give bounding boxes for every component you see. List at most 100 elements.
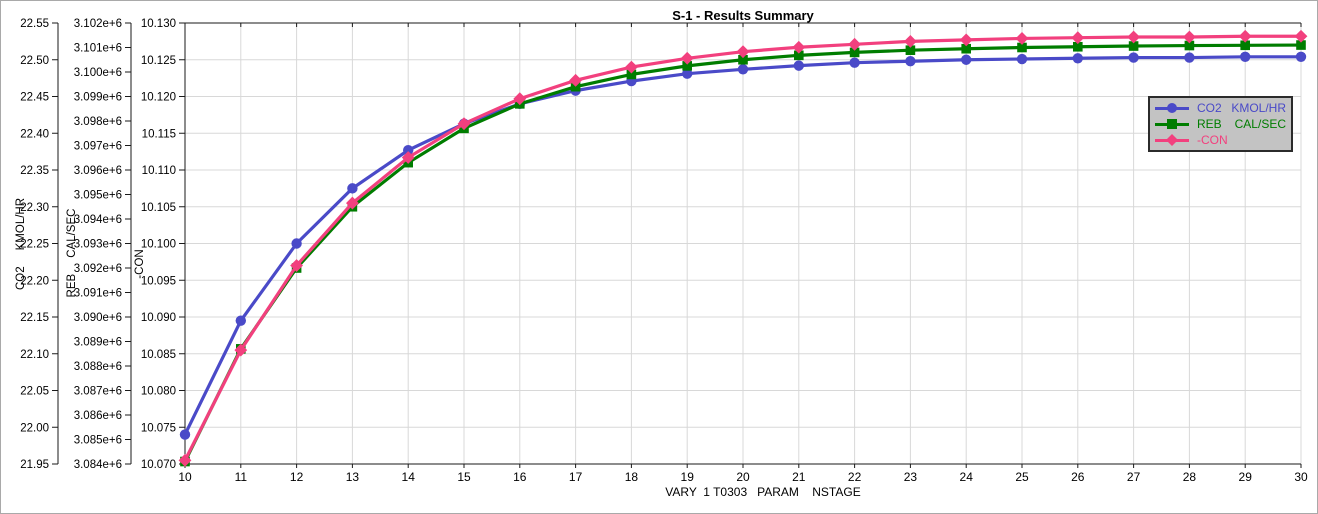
x-tick-label: 16 [513, 470, 527, 484]
marker-circle-CO2 [1016, 53, 1028, 65]
y-tick-label-con: 10.125 [141, 55, 176, 67]
y-tick-label-con: 10.100 [141, 239, 176, 251]
y-tick-label-reb: 3.094e+6 [74, 214, 122, 226]
marker-diamond--CON [959, 33, 973, 47]
y-axis-title-reb: REB CAL/SEC [66, 209, 78, 298]
y-tick-label-reb: 3.092e+6 [74, 263, 122, 275]
marker-diamond--CON [1238, 29, 1252, 43]
y-axis-name-con: -CON [134, 249, 146, 279]
marker-diamond--CON [1294, 29, 1308, 43]
y-tick-label-reb: 3.099e+6 [74, 92, 122, 104]
y-tick-label-con: 10.070 [141, 459, 176, 471]
marker-circle-CO2 [235, 315, 246, 326]
x-tick-label: 22 [848, 470, 862, 484]
y-tick-label-reb: 3.096e+6 [74, 165, 122, 177]
legend-label-con: -CON [1197, 133, 1228, 148]
marker-square-REB [626, 69, 637, 80]
y-tick-label-co2: 22.15 [20, 312, 49, 324]
marker-square-REB [682, 61, 692, 71]
y-tick-label-reb: 3.097e+6 [74, 141, 122, 153]
y-tick-label-co2: 22.55 [20, 18, 49, 30]
y-tick-label-con: 10.085 [141, 349, 176, 361]
y-tick-label-co2: 22.00 [20, 422, 49, 434]
legend-item-con: -CON [1155, 133, 1286, 148]
marker-diamond--CON [401, 151, 415, 164]
marker-circle-CO2 [403, 144, 414, 156]
y-tick-label-reb: 3.100e+6 [74, 67, 122, 79]
y-tick-label-co2: 22.25 [20, 239, 49, 251]
x-tick-label: 17 [569, 470, 583, 484]
y-tick-label-con: 10.090 [141, 312, 176, 324]
marker-square-REB [1240, 40, 1250, 51]
marker-square-REB [1017, 42, 1027, 53]
y-tick-label-co2: 22.30 [20, 202, 49, 214]
y-tick-label-con: 10.110 [142, 165, 176, 177]
marker-diamond--CON [1127, 30, 1140, 44]
marker-circle-CO2 [737, 64, 749, 75]
x-tick-label: 24 [960, 470, 974, 484]
y-axis-name-reb: REB [66, 273, 78, 298]
y-tick-label-reb: 3.091e+6 [74, 288, 122, 300]
y-tick-label-reb: 3.087e+6 [74, 386, 122, 398]
y-tick-label-co2: 21.95 [20, 459, 49, 471]
marker-square-REB [1296, 40, 1306, 50]
y-tick-label-reb: 3.088e+6 [74, 361, 122, 373]
x-tick-label: 27 [1127, 470, 1141, 484]
marker-circle-CO2 [291, 238, 302, 249]
x-tick-label: 21 [792, 470, 806, 484]
legend: CO2 KMOL/HR REB CAL/SEC -CON [1148, 96, 1293, 152]
marker-diamond--CON [346, 196, 359, 210]
marker-diamond--CON [1015, 32, 1029, 45]
marker-circle-CO2 [961, 54, 972, 65]
marker-diamond--CON [569, 73, 582, 87]
marker-diamond--CON [848, 37, 861, 51]
y-tick-label-co2: 22.10 [20, 349, 49, 361]
x-tick-label: 15 [457, 470, 471, 484]
legend-item-co2: CO2 KMOL/HR [1155, 100, 1286, 115]
y-tick-label-con: 10.080 [141, 386, 176, 398]
y-tick-label-co2: 22.35 [20, 165, 49, 177]
y-tick-label-reb: 3.084e+6 [74, 459, 122, 471]
marker-diamond--CON [457, 117, 471, 131]
marker-square-REB [794, 50, 804, 61]
marker-diamond--CON [1071, 31, 1085, 45]
legend-label-reb: REB [1197, 116, 1222, 131]
legend-diamond-marker-icon [1155, 134, 1189, 147]
marker-diamond--CON [904, 34, 917, 48]
marker-circle-CO2 [793, 60, 804, 71]
y-tick-label-co2: 22.20 [20, 275, 49, 287]
y-axis-title-con: -CON [134, 249, 146, 278]
y-tick-label-reb: 3.102e+6 [74, 18, 122, 30]
y-tick-label-reb: 3.093e+6 [74, 239, 122, 251]
x-tick-label: 11 [235, 470, 248, 484]
chart-title: S-1 - Results Summary [672, 8, 814, 23]
marker-circle-CO2 [347, 183, 358, 194]
marker-circle-CO2 [1128, 52, 1139, 63]
marker-circle-CO2 [905, 56, 916, 67]
marker-diamond--CON [290, 259, 303, 272]
marker-square-REB [1184, 40, 1195, 51]
x-tick-label: 10 [178, 470, 192, 484]
legend-item-reb: REB CAL/SEC [1155, 116, 1286, 131]
marker-circle-CO2 [1184, 52, 1195, 63]
x-tick-label: 25 [1015, 470, 1029, 484]
y-tick-label-con: 10.115 [142, 128, 176, 140]
legend-label-co2: CO2 [1197, 100, 1222, 115]
legend-units-reb: CAL/SEC [1234, 116, 1286, 131]
marker-square-REB [849, 47, 860, 58]
marker-diamond--CON [680, 51, 694, 65]
marker-circle-CO2 [1295, 51, 1307, 63]
x-tick-label: 29 [1239, 470, 1253, 484]
x-tick-label: 28 [1183, 470, 1197, 484]
y-tick-label-co2: 22.05 [20, 386, 49, 398]
y-tick-label-con: 10.095 [141, 275, 176, 287]
y-tick-label-co2: 22.45 [20, 92, 49, 104]
legend-circle-marker-icon [1155, 102, 1189, 114]
y-tick-label-reb: 3.085e+6 [74, 435, 122, 447]
y-tick-label-co2: 22.50 [20, 55, 49, 67]
y-tick-label-con: 10.120 [141, 92, 176, 104]
marker-diamond--CON [178, 453, 192, 467]
y-tick-label-reb: 3.086e+6 [74, 410, 122, 422]
y-axis-units-co2: KMOL/HR [15, 197, 27, 251]
